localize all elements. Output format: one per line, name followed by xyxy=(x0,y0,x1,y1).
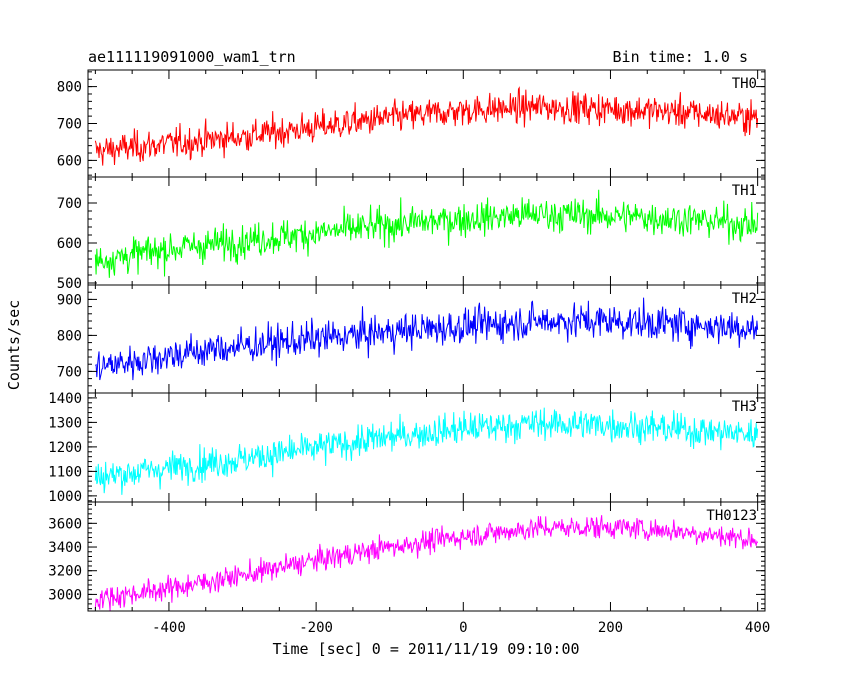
y-tick-label: 1000 xyxy=(48,489,82,505)
panel-th0: 600 700 800 TH0 xyxy=(57,69,766,178)
x-tick-label: 400 xyxy=(745,620,770,636)
y-tick-label: 800 xyxy=(57,80,82,96)
series-line-th1 xyxy=(94,189,759,278)
panel-frame xyxy=(87,392,766,503)
y-tick-label: 800 xyxy=(57,328,82,344)
series-line-th2 xyxy=(95,297,759,381)
y-tick-label: 3000 xyxy=(48,587,82,603)
x-tick-label: -200 xyxy=(299,620,333,636)
y-tick-label: 700 xyxy=(57,364,82,380)
y-axis-title: Counts/sec xyxy=(5,300,23,390)
y-tick-label: 3400 xyxy=(48,540,82,556)
y-tick-label: 1400 xyxy=(48,391,82,407)
y-tick-label: 700 xyxy=(57,117,82,133)
y-tick-label: 1100 xyxy=(48,464,82,480)
y-tick-label: 900 xyxy=(57,292,82,308)
x-tick-label: -400 xyxy=(152,620,186,636)
chart-title: ae111119091000_wam1_trn xyxy=(88,48,296,66)
panel-frame xyxy=(87,284,766,394)
y-tick-label: 600 xyxy=(57,236,82,252)
panel-label-th1: TH1 xyxy=(732,183,757,199)
panel-label-th2: TH2 xyxy=(732,291,757,307)
x-tick-label: 200 xyxy=(598,620,623,636)
x-tick-label: 0 xyxy=(459,620,467,636)
y-tick-label: 500 xyxy=(57,276,82,292)
y-tick-label: 600 xyxy=(57,153,82,169)
panel-frame xyxy=(87,69,766,178)
panel-label-th0123: TH0123 xyxy=(706,508,757,524)
y-tick-label: 3600 xyxy=(48,516,82,532)
panel-label-th0: TH0 xyxy=(732,76,757,92)
y-tick-label: 700 xyxy=(57,196,82,212)
series-line-th3 xyxy=(94,407,759,495)
y-tick-label: 3200 xyxy=(48,564,82,580)
y-tick-label: 1300 xyxy=(48,415,82,431)
panel-frame xyxy=(87,176,766,286)
panel-frame xyxy=(87,501,766,612)
bin-time-label: Bin time: 1.0 s xyxy=(613,48,748,66)
panels: 600 700 800 TH0 500 600 700 TH1 700 800 900 TH2 1000… xyxy=(48,69,770,636)
x-axis-title: Time [sec] 0 = 2011/11/19 09:10:00 xyxy=(272,640,579,658)
panel-th3: 1000 1100 1200 1300 1400 TH3 xyxy=(48,391,766,505)
panel-th2: 700 800 900 TH2 xyxy=(57,284,766,394)
y-tick-label: 1200 xyxy=(48,440,82,456)
panel-th0123: 3000 3200 3400 3600 TH0123 xyxy=(48,501,766,612)
panel-th1: 500 600 700 TH1 xyxy=(57,176,766,292)
panel-label-th3: TH3 xyxy=(732,399,757,415)
series-line-th0123 xyxy=(94,515,759,612)
series-line-th0 xyxy=(94,86,759,166)
